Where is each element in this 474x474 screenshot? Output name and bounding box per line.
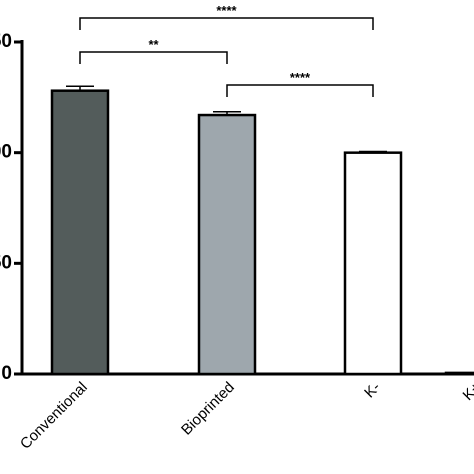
bar (50, 89, 110, 376)
significance-bracket (79, 17, 374, 30)
y-tick-label: 100 (0, 142, 12, 163)
x-tick-label: Conventional (17, 379, 91, 453)
x-tick-label: Bioprinted (178, 379, 238, 439)
bar (343, 151, 403, 376)
y-tick-label: 50 (0, 252, 12, 273)
x-tick-label: K- (361, 379, 384, 402)
significance-label: **** (290, 70, 311, 85)
x-tick-label: K+ (460, 379, 474, 404)
bar (444, 371, 474, 376)
significance-label: ** (148, 37, 159, 52)
y-tick-label: 0 (1, 363, 12, 384)
y-tick-label: 150 (0, 31, 12, 52)
significance-label: **** (216, 3, 237, 18)
significance-bracket (79, 51, 228, 64)
significance-bracket (226, 84, 374, 97)
bar (197, 113, 257, 376)
